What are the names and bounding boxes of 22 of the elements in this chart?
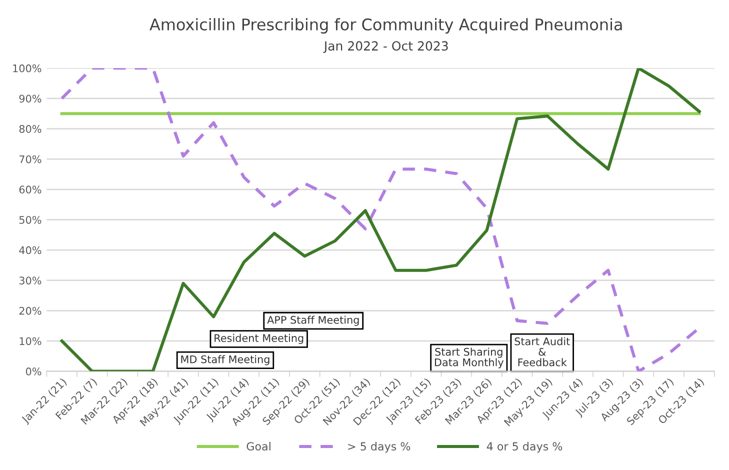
legend-label: Goal — [246, 442, 270, 451]
y-tick-label: 40% — [19, 246, 42, 254]
legend-label: > 5 days % — [348, 442, 410, 453]
chart-subtitle: Jan 2022 - Oct 2023 — [323, 41, 448, 53]
y-tick-label: 60% — [19, 186, 42, 194]
legend-label: 4 or 5 days % — [486, 442, 562, 453]
annotation: APP Staff Meeting — [267, 316, 359, 326]
y-tick-label: 100% — [13, 64, 42, 72]
annotation: Resident Meeting — [214, 334, 304, 344]
y-tick-label: 90% — [19, 94, 42, 103]
annotation: MD Staff Meeting — [181, 355, 270, 366]
y-tick-label: 30% — [19, 276, 42, 284]
chart-title: Amoxicillin Prescribing for Community Acquired Pneumonia — [150, 18, 622, 34]
y-tick-label: 70% — [19, 155, 42, 164]
y-tick-label: 50% — [19, 216, 42, 224]
annotation: Start Audit & Feedback — [514, 337, 570, 366]
y-tick-label: 20% — [19, 306, 42, 315]
annotation: Start Sharing Data Monthly — [434, 348, 504, 368]
y-tick-label: 0% — [26, 368, 42, 376]
y-tick-label: 80% — [19, 125, 42, 133]
line-series — [60, 68, 701, 372]
y-tick-label: 10% — [20, 337, 42, 346]
